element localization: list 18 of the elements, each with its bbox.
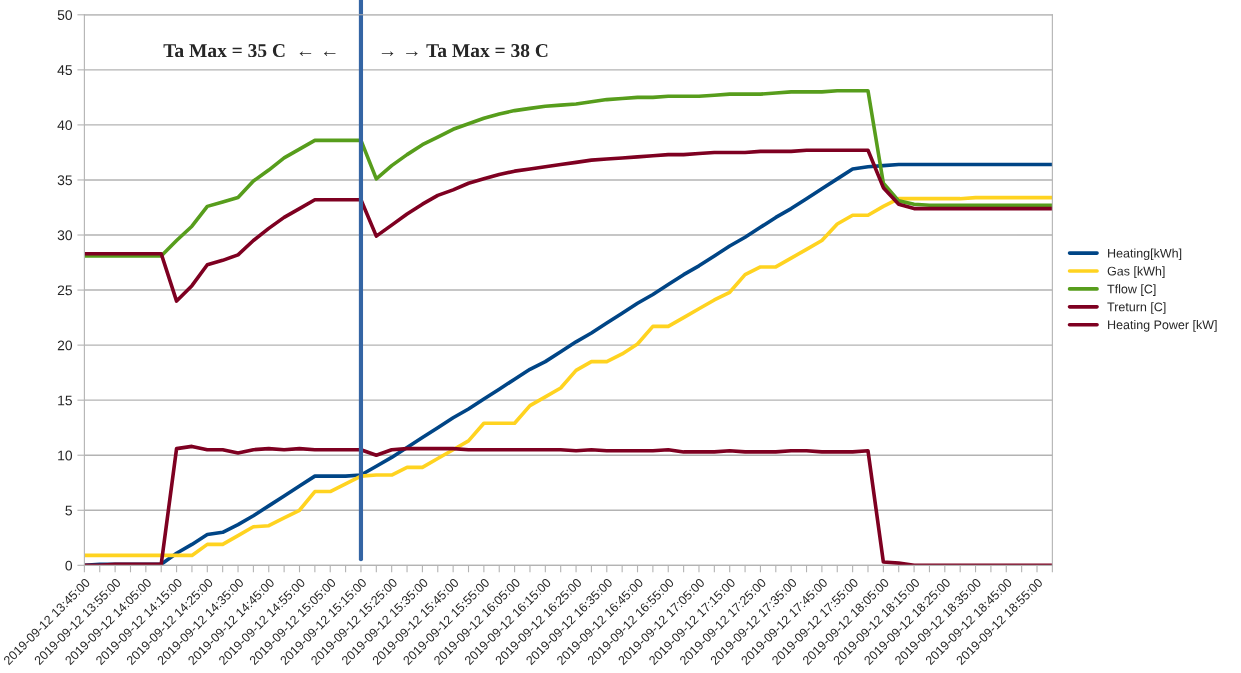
legend-label: Heating Power [kW] — [1108, 320, 1217, 332]
y-tick-label: 35 — [57, 175, 72, 186]
y-tick-label: 10 — [58, 450, 73, 461]
annotation: → → Ta Max = 38 C — [381, 43, 548, 58]
legend-label: Treturn [C] — [1107, 302, 1166, 314]
legend-label: Gas [kWh] — [1107, 266, 1165, 278]
y-tick-label: 40 — [57, 120, 73, 131]
annotation: Ta Max = 35 C ← ← — [163, 44, 336, 58]
y-tick-label: 45 — [57, 65, 72, 76]
y-tick-label: 20 — [57, 340, 73, 351]
y-tick-label: 25 — [57, 285, 72, 296]
legend-label: Tflow [C] — [1107, 284, 1156, 296]
y-tick-label: 5 — [65, 505, 72, 516]
y-tick-label: 0 — [65, 560, 73, 571]
y-tick-label: 50 — [57, 10, 73, 20]
legend-label: Heating[kWh] — [1108, 248, 1182, 261]
y-tick-label: 30 — [57, 230, 73, 241]
y-tick-label: 15 — [58, 395, 72, 406]
